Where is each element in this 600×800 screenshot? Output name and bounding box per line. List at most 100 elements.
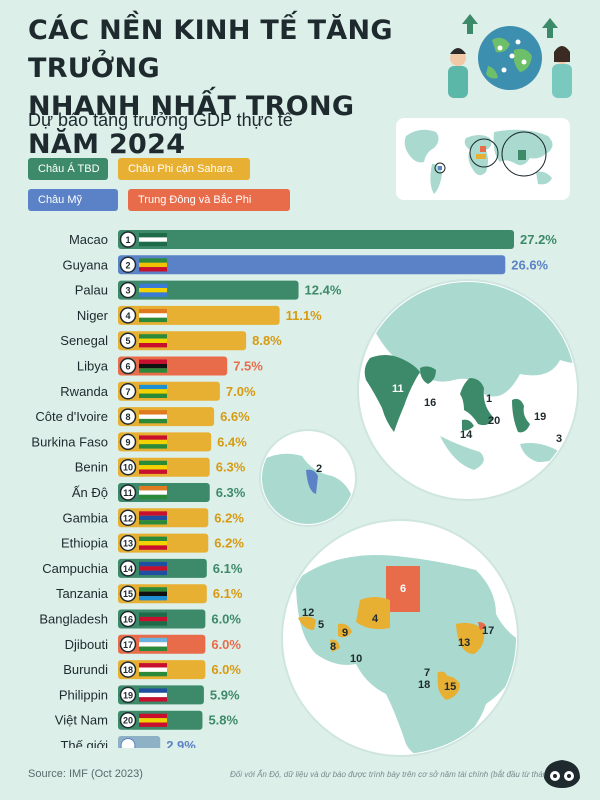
flag-icon <box>139 258 167 272</box>
rank-badge <box>119 231 137 248</box>
category-label: Thế giới <box>60 738 108 748</box>
flag-icon <box>139 308 167 323</box>
legend-asia-pacific: Châu Á TBD <box>28 158 108 180</box>
world-mini-map <box>396 118 570 200</box>
rank-number: 1 <box>125 235 130 245</box>
value-label: 6.0% <box>211 662 241 677</box>
legend-sub-saharan-africa: Châu Phi cận Sahara <box>118 158 250 180</box>
value-label: 6.3% <box>216 460 246 475</box>
flag-icon <box>139 384 167 398</box>
bar-row-11: Ấn Độ 11 6.3% <box>72 483 246 502</box>
flag-icon <box>139 511 167 525</box>
rank-number: 6 <box>125 362 130 372</box>
bar <box>118 331 247 351</box>
rank-number: 18 <box>123 665 133 675</box>
flag-icon <box>139 713 167 727</box>
bar-row-2: Guyana 2 26.6% <box>62 255 549 275</box>
rank-badge <box>119 307 137 324</box>
rank-badge <box>119 433 137 451</box>
legend-mena: Trung Đông và Bắc Phi <box>128 189 290 211</box>
flag-icon <box>139 663 167 677</box>
category-label: Benin <box>75 460 108 475</box>
category-label: Campuchia <box>42 561 109 576</box>
bar-row-4: Niger 4 11.1% <box>77 305 322 325</box>
value-label: 6.3% <box>216 485 246 500</box>
value-label: 7.0% <box>226 384 256 399</box>
bar-row-9: Burkina Faso 9 6.4% <box>31 432 247 452</box>
category-label: Bangladesh <box>39 612 108 627</box>
rank-number: 20 <box>123 716 133 726</box>
bar-row-14: Campuchia 14 6.1% <box>42 558 243 578</box>
globe-icon <box>120 738 136 748</box>
value-label: 7.5% <box>233 359 263 374</box>
bar-row-20: Việt Nam 20 5.8% <box>55 710 239 730</box>
value-label: 6.0% <box>211 637 241 652</box>
rank-badge <box>119 661 137 678</box>
bar-row-8: Côte d'Ivoire 8 6.6% <box>35 407 250 427</box>
rank-badge <box>119 408 137 425</box>
category-label: Guyana <box>62 257 108 272</box>
rank-number: 11 <box>123 488 133 498</box>
flag-icon <box>139 460 167 474</box>
rank-badge <box>119 332 137 349</box>
bar-row-12: Gambia 12 6.2% <box>62 508 244 528</box>
category-label: Tanzania <box>56 586 109 601</box>
flag-icon <box>139 334 167 348</box>
category-label: Rwanda <box>60 384 108 399</box>
rank-badge <box>119 560 137 577</box>
rank-number: 16 <box>123 615 133 625</box>
rank-number: 14 <box>123 564 133 574</box>
flag-icon <box>139 561 167 576</box>
bar-row-6: Libya 6 7.5% <box>77 356 263 376</box>
category-label: Libya <box>77 359 109 374</box>
rank-number: 12 <box>123 513 133 523</box>
rank-badge <box>119 458 137 476</box>
value-label: 5.9% <box>210 687 240 702</box>
gdp-growth-bar-chart: Macao 1 27.2% Guyana 2 26.6% Palau 3 12.4% Niger 4… <box>31 230 557 748</box>
bar-row-21: Thế giới 2.9% <box>60 736 196 748</box>
rank-number: 8 <box>125 412 130 422</box>
rank-number: 7 <box>125 387 130 397</box>
rank-badge <box>119 256 137 274</box>
rank-number: 19 <box>123 690 133 700</box>
page-title: CÁC NỀN KINH TẾ TĂNG TRƯỞNG NHANH NHẤT T… <box>28 12 428 164</box>
category-label: Palau <box>75 283 108 298</box>
flag-icon <box>139 486 167 500</box>
value-label: 6.1% <box>213 561 243 576</box>
legend-americas: Châu Mỹ <box>28 189 118 211</box>
globe-people-illustration <box>448 14 572 98</box>
bar-row-19: Philippin 19 5.9% <box>59 685 240 705</box>
flag-icon <box>139 688 167 702</box>
rank-badge <box>119 509 137 527</box>
flag-icon <box>139 435 167 449</box>
rank-badge <box>119 711 137 729</box>
value-label: 6.6% <box>220 409 250 424</box>
bar-row-16: Bangladesh 16 6.0% <box>39 609 241 629</box>
rank-badge <box>119 585 137 602</box>
subtitle: Dự báo tăng trưởng GDP thực tế <box>28 110 293 130</box>
category-label: Côte d'Ivoire <box>35 409 108 424</box>
value-label: 8.8% <box>252 333 282 348</box>
category-label: Gambia <box>62 510 108 525</box>
value-label: 2.9% <box>166 738 196 748</box>
flag-icon <box>139 612 167 626</box>
bar-row-3: Palau 3 12.4% <box>75 280 342 300</box>
category-label: Ethiopia <box>61 536 109 551</box>
rank-badge <box>119 610 137 628</box>
rank-number: 9 <box>125 437 130 447</box>
title-line-1: CÁC NỀN KINH TẾ TĂNG TRƯỞNG <box>28 15 393 84</box>
value-label: 26.6% <box>511 257 548 272</box>
bar-row-17: Djibouti 17 6.0% <box>65 634 241 654</box>
value-label: 27.2% <box>520 232 557 247</box>
category-label: Việt Nam <box>55 713 108 728</box>
rank-badge <box>119 484 137 501</box>
value-label: 6.1% <box>213 586 243 601</box>
bar-row-15: Tanzania 15 6.1% <box>56 584 243 604</box>
rank-number: 10 <box>123 463 133 473</box>
bar-row-7: Rwanda 7 7.0% <box>60 381 256 401</box>
flag-icon <box>139 233 167 247</box>
category-label: Macao <box>69 232 108 247</box>
title-line-2: NHANH NHẤT TRONG NĂM 2024 <box>28 91 355 160</box>
bar <box>118 230 514 249</box>
rank-number: 2 <box>125 260 130 270</box>
